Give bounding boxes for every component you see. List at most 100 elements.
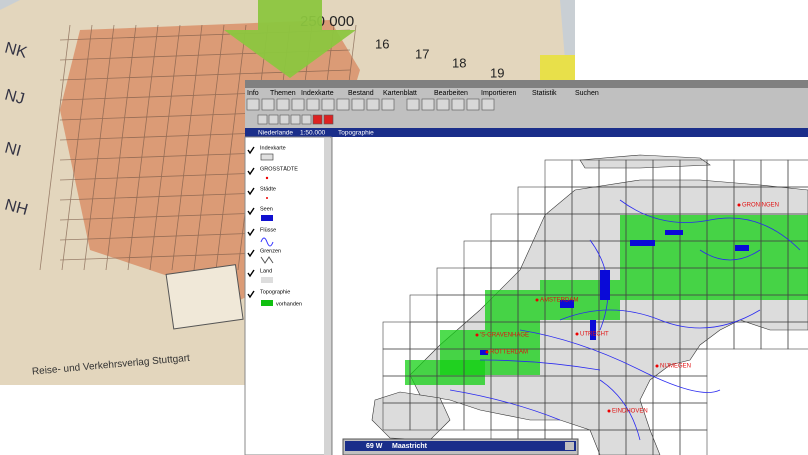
close-button[interactable] [565,442,574,450]
legend-label: GROSSTÄDTE [260,165,298,172]
tool-button[interactable] [279,114,290,125]
city-label: NIJMEGEN [660,364,691,370]
view-scale: 1:50.000 [300,130,326,137]
lake [480,350,488,355]
checkmark[interactable] [247,269,255,278]
lake [590,320,596,340]
legend-label: Indexkarte [260,145,286,151]
tool-button[interactable] [257,114,268,125]
menu-item[interactable]: Indexkarte [301,90,334,97]
tool-button[interactable] [246,98,260,111]
legend-label: Seen [260,206,273,212]
tool-button[interactable] [466,98,480,111]
lake [600,270,610,300]
status-sheet: 69 W [366,443,383,450]
tool-button[interactable] [323,114,334,125]
arrow [224,0,356,78]
river [599,379,641,441]
legend-symbol [260,237,274,247]
tool-button[interactable] [451,98,465,111]
menu-item[interactable]: Bearbeiten [434,90,468,97]
tool-button[interactable] [406,98,420,111]
checkmark[interactable] [247,249,255,258]
legend-symbol [260,256,274,264]
menu-bar: Info Themen Indexkarte Bestand Kartenblatt Be… [247,90,599,97]
scrollbar[interactable] [324,138,331,455]
tool-button[interactable] [421,98,435,111]
menu-item[interactable]: Themen [270,90,296,97]
tool-button[interactable] [268,114,279,125]
column-label: 19 [490,65,504,80]
tool-button[interactable] [301,114,312,125]
tool-button[interactable] [351,98,365,111]
tool-button[interactable] [291,98,305,111]
index-sheet [679,429,708,455]
tool-button[interactable] [381,98,395,111]
menu-item[interactable]: Statistik [532,90,557,97]
zone-label: NH [3,197,30,219]
checkmark[interactable] [247,167,255,176]
column-label: 18 [452,55,466,70]
photo-grid-line [61,24,93,271]
checkmark[interactable] [247,146,255,155]
checkmark[interactable] [247,290,255,299]
tool-button[interactable] [481,98,495,111]
legend-symbol [260,153,274,161]
view-title: Niederlande [258,130,293,137]
view-titlebar [245,128,808,137]
photo-grid-line [105,24,137,271]
city-label: ROTTERDAM [490,350,528,356]
city-dot [475,333,479,337]
city-dot [575,332,579,336]
checkmark[interactable] [247,187,255,196]
tool-button[interactable] [321,98,335,111]
legend-symbol [261,300,273,306]
tool-button[interactable] [366,98,380,111]
city-label: UTRECHT [580,332,609,338]
legend-label: Land [260,268,272,274]
land [579,154,711,169]
tool-button[interactable] [261,98,275,111]
checkmark[interactable] [247,228,255,237]
legend: Indexkarte GROSSTÄDTE Städte Seen Flüsse Gren… [247,145,302,307]
tool-button[interactable] [290,114,301,125]
city-label: GRONINGEN [742,203,779,209]
city-dot [655,364,659,368]
city-label: EINDHOVEN [612,409,648,415]
legend-symbol [261,215,273,221]
menu-item[interactable]: Suchen [575,90,599,97]
photo-grid [39,24,357,271]
city-dot [535,298,539,302]
toolbar [246,98,495,125]
legend-symbol [265,176,269,180]
tool-button[interactable] [436,98,450,111]
menu-item[interactable]: Info [247,90,259,97]
legend-panel [244,136,332,455]
river [559,309,761,329]
legend-symbol [261,277,273,283]
legend-label: Flüsse [260,227,276,233]
checkmark[interactable] [247,207,255,216]
column-label: 16 [375,36,389,51]
menu-item[interactable]: Bestand [348,90,374,97]
legend-label: Grenzen [260,248,281,254]
tool-button[interactable] [336,98,350,111]
zone-label: NJ [3,87,26,108]
river [519,329,721,393]
tool-button[interactable] [312,114,323,125]
photo-grid-line [127,24,159,271]
lake [735,245,749,251]
tool-button[interactable] [306,98,320,111]
zone-label: NK [3,40,29,62]
topo-cell [440,330,485,375]
river [449,389,561,421]
tool-button[interactable] [276,98,290,111]
status-titlebar [345,441,576,451]
photo-grid-line [171,24,203,271]
inset [165,264,244,330]
app-titlebar [245,80,808,88]
river [699,249,761,261]
menu-item[interactable]: Kartenblatt [383,90,417,97]
menu-item[interactable]: Importieren [481,90,517,97]
